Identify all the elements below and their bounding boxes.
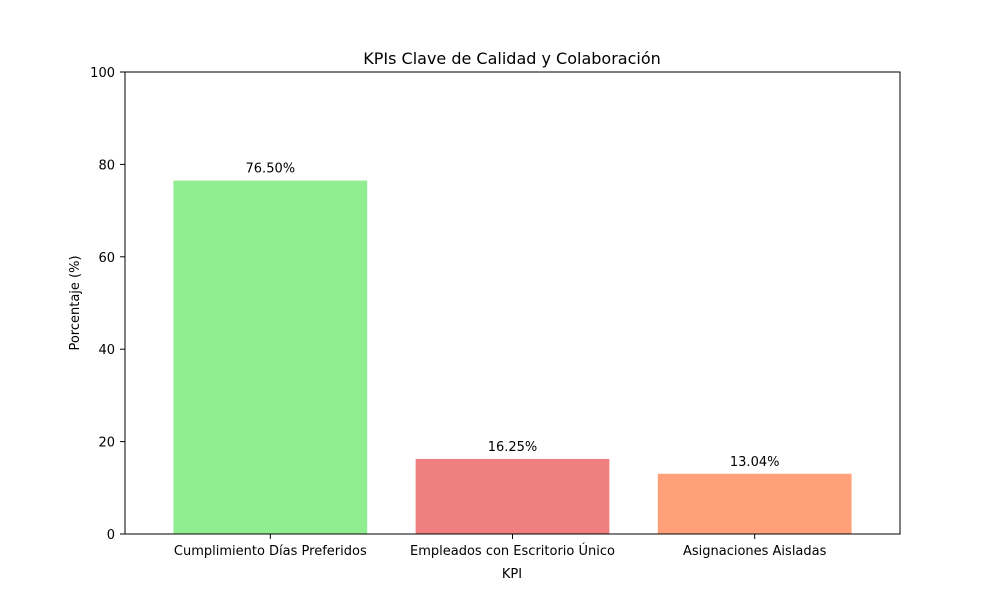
y-tick-label: 100 bbox=[90, 66, 115, 81]
bar bbox=[173, 180, 368, 534]
x-tick-label: Empleados con Escritorio Único bbox=[410, 543, 615, 559]
y-tick-label: 60 bbox=[98, 251, 115, 266]
chart-title: KPIs Clave de Calidad y Colaboración bbox=[363, 49, 661, 68]
x-tick-label: Asignaciones Aisladas bbox=[683, 544, 827, 559]
data-label: 16.25% bbox=[488, 440, 538, 455]
x-axis-title: KPI bbox=[502, 567, 522, 582]
y-axis: 0 20 40 60 80 100 bbox=[90, 66, 125, 543]
x-tick-label: Cumplimiento Días Preferidos bbox=[174, 544, 367, 559]
y-tick-label: 0 bbox=[107, 528, 115, 543]
y-tick-label: 40 bbox=[98, 343, 115, 358]
data-label: 76.50% bbox=[246, 162, 296, 177]
plot-frame bbox=[124, 71, 901, 535]
y-axis-title: Porcentaje (%) bbox=[68, 255, 83, 350]
bars-layer: 76.50% 16.25% 13.04% bbox=[173, 162, 852, 534]
bar bbox=[415, 458, 610, 534]
bar bbox=[657, 473, 852, 534]
y-tick-label: 80 bbox=[98, 158, 115, 173]
y-tick-label: 20 bbox=[98, 436, 115, 451]
x-axis: Cumplimiento Días Preferidos Empleados co… bbox=[174, 534, 827, 559]
data-label: 13.04% bbox=[730, 455, 780, 470]
